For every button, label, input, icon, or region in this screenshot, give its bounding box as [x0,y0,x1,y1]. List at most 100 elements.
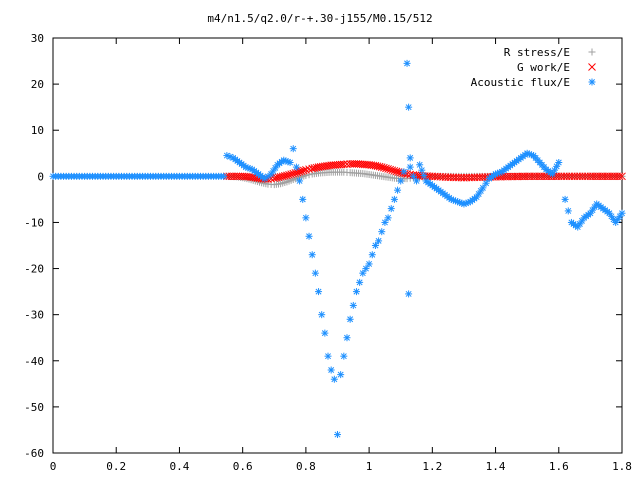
data-point [365,260,373,268]
data-point [377,163,386,171]
x-tick-label: 1.6 [549,460,569,473]
data-point [405,103,413,111]
x-tick-label: 1.8 [612,460,632,473]
data-point [223,152,231,160]
data-point [315,288,323,296]
data-point [409,172,417,180]
plot-frame [52,37,623,454]
data-point [220,172,228,180]
data-point [384,214,392,222]
data-point [384,165,392,173]
data-point [289,145,297,153]
data-point [561,195,569,203]
data-point [327,366,335,374]
x-tick-label: 0.8 [296,460,316,473]
data-point [375,237,383,245]
data-point [346,315,354,323]
legend: R stress/E G work/E Acoustic flux/E [471,46,596,89]
data-point [330,375,338,383]
data-point [618,172,626,181]
y-tick-label: 30 [31,32,44,45]
data-point [292,163,300,171]
y-tick-label: 10 [31,124,44,137]
data-point [388,166,397,175]
data-point [291,169,300,177]
legend-label: R stress/E [504,46,570,59]
x-tick-label: 1.4 [486,460,506,473]
data-point [413,177,421,185]
data-point [371,242,379,249]
y-tick-label: -10 [24,216,44,229]
data-point [283,171,291,180]
data-point [381,218,389,226]
data-point [321,329,329,337]
x-tick-label: 0.4 [170,460,190,473]
data-point [403,59,411,67]
data-point [397,177,405,185]
data-point [359,269,367,277]
data-point [305,232,313,240]
data-point [340,352,348,360]
data-point [308,251,316,259]
data-point [406,154,414,162]
data-point [285,170,293,179]
data-point [349,301,357,309]
series-2 [223,160,626,183]
data-point [352,288,360,296]
data-point [380,163,388,172]
data-point [368,251,376,259]
data-point [362,265,370,273]
data-point [406,163,414,171]
data-point [297,167,306,175]
series-3 [49,59,626,439]
data-point [390,166,399,175]
axes: 0 0.2 0.4 0.6 0.8 1 1.2 1.4 1.6 1.8 30 20 10 0 -10 -20 -… [24,32,632,473]
x-tick-label: 0.2 [106,460,126,473]
y-tick-label: -60 [24,447,44,460]
data-point [296,177,304,185]
y-tick-label: -30 [24,309,44,322]
data-point [394,186,402,194]
data-point [416,161,424,169]
chart-title: m4/n1.5/q2.0/r-+.30-j155/M0.15/512 [207,12,432,25]
x-tick-label: 1 [366,460,373,473]
data-point [289,169,298,178]
data-point [392,167,401,176]
legend-marker [588,48,596,56]
data-point [400,168,408,176]
x-tick-label: 0.6 [233,460,253,473]
data-point [295,167,304,176]
y-tick-label: -50 [24,401,44,414]
legend-label: Acoustic flux/E [471,76,570,89]
data-point [299,195,307,203]
data-point [386,165,395,174]
data-point [339,160,348,169]
data-point [287,170,295,179]
y-tick-label: 0 [37,170,44,183]
data-point [302,166,310,174]
data-point [311,269,319,277]
legend-label: G work/E [517,61,570,74]
data-point [356,278,364,286]
data-point [420,172,428,180]
y-tick-label: 20 [31,78,44,91]
data-point [286,159,294,166]
y-tick-label: -20 [24,263,44,276]
data-point [324,352,332,360]
x-tick-label: 0 [50,460,57,473]
legend-marker [588,63,596,71]
data-point [378,228,386,236]
data-point [405,290,413,298]
data-point [564,207,572,215]
x-tick-label: 1.2 [422,460,442,473]
data-point [293,168,302,177]
data-point [615,172,624,181]
series-layer [49,59,626,439]
y-tick-label: -40 [24,355,44,368]
data-point [418,166,426,174]
data-point [334,431,341,439]
data-point [482,179,490,187]
data-point [302,214,310,222]
data-point [387,205,395,213]
